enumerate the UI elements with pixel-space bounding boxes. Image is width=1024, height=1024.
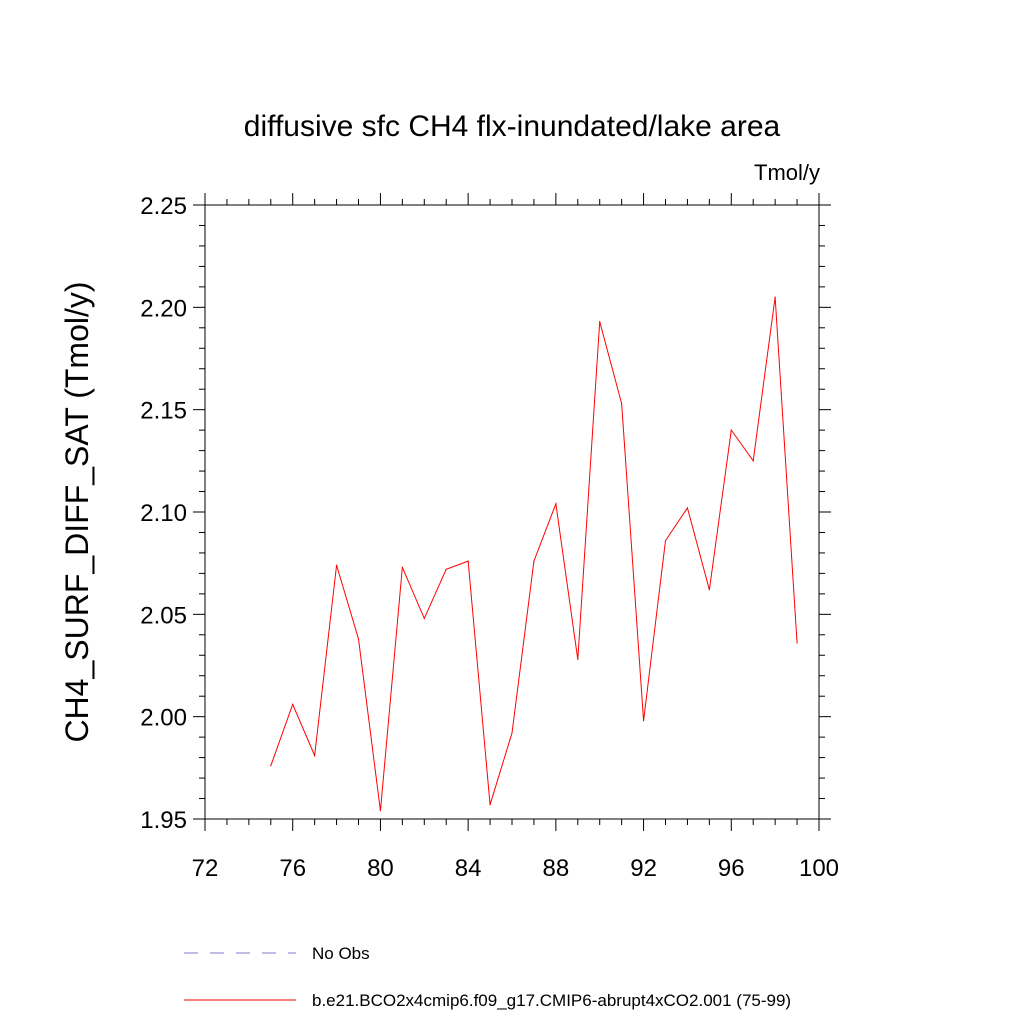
data-point (577, 658, 579, 660)
x-tick-label: 80 (367, 855, 394, 882)
x-tick-label: 84 (455, 855, 482, 882)
legend-label: No Obs (312, 944, 370, 963)
data-point (686, 507, 689, 509)
x-tick-label: 92 (630, 855, 657, 882)
axis-ticks: 72 76 80 84 88 92 96 100 1.95 2.00 2.05 2.10 2.15 2.2… (140, 193, 839, 882)
y-tick-label: 2.15 (140, 398, 187, 425)
x-tick-label: 76 (279, 855, 306, 882)
data-point (379, 810, 382, 812)
y-tick-label: 2.10 (140, 500, 187, 527)
x-tick-label: 88 (543, 855, 570, 882)
data-point (533, 560, 535, 562)
legend-label: b.e21.BCO2x4cmip6.f09_g17.CMIP6-abrupt4x… (312, 991, 791, 1010)
x-tick-label: 96 (718, 855, 745, 882)
data-point (401, 566, 403, 568)
data-point (511, 732, 513, 734)
legend: No Obs b.e21.BCO2x4cmip6.f09_g17.CMIP6-ab… (184, 944, 791, 1010)
data-point (730, 429, 732, 431)
data-point (796, 642, 798, 644)
x-tick-label: 72 (192, 855, 219, 882)
data-point (752, 460, 754, 462)
data-point (774, 296, 776, 298)
units-label: Tmol/y (754, 160, 820, 185)
y-tick-label: 2.20 (140, 295, 187, 322)
data-point (467, 560, 469, 562)
data-point (642, 720, 645, 722)
data-point (335, 564, 338, 566)
x-tick-label: 100 (799, 855, 839, 882)
data-point (664, 540, 667, 542)
y-axis-label: CH4_SURF_DIFF_SAT (Tmol/y) (59, 281, 95, 742)
data-point (708, 589, 710, 591)
data-point (555, 503, 557, 505)
data-point (357, 638, 360, 640)
data-point (292, 703, 294, 705)
data-point (445, 568, 447, 570)
y-tick-label: 2.05 (140, 602, 187, 629)
y-tick-label: 2.00 (140, 705, 187, 732)
data-point (621, 402, 623, 405)
data-point (423, 617, 425, 620)
y-tick-label: 1.95 (140, 807, 187, 834)
data-point (270, 765, 272, 767)
data-point (599, 321, 601, 323)
y-tick-label: 2.25 (140, 193, 187, 220)
chart-title: diffusive sfc CH4 flx-inundated/lake are… (244, 110, 781, 143)
data-point (314, 754, 316, 757)
series-layer (270, 296, 798, 812)
data-point (489, 804, 491, 806)
